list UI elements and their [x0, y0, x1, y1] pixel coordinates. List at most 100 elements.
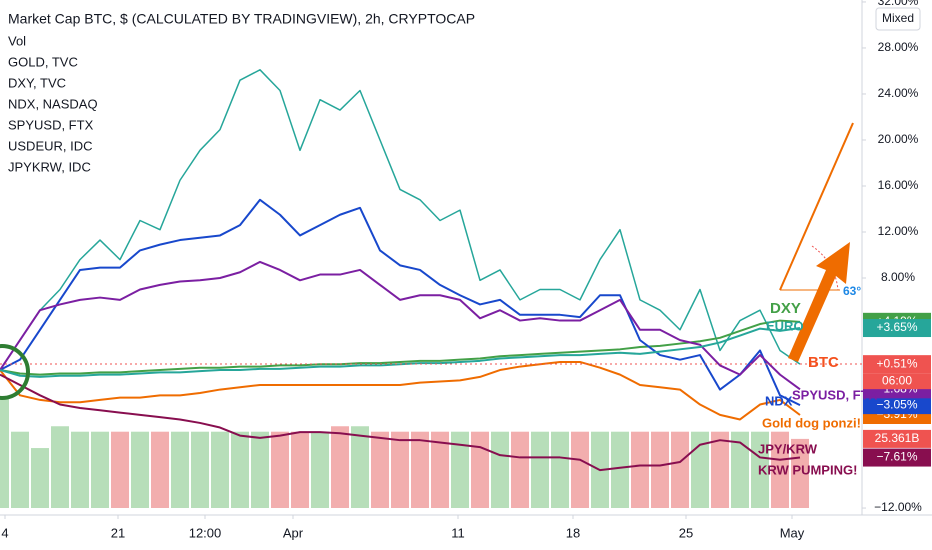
series-price-label-text: −3.05%	[876, 397, 917, 411]
x-tick-label: 25	[679, 525, 693, 540]
volume-bar	[731, 431, 749, 508]
annotation: EURO	[766, 318, 804, 333]
annotation: SPYUSD, FTX	[792, 387, 878, 402]
series-line	[0, 373, 801, 472]
legend-entry: Vol	[8, 33, 26, 48]
volume-bar	[771, 431, 789, 508]
volume-bar	[571, 431, 589, 508]
series-line	[0, 198, 801, 407]
series-price-label	[863, 448, 931, 467]
annotation: DXY	[770, 300, 801, 317]
series-line	[0, 319, 801, 376]
volume-bar	[631, 431, 649, 508]
volume-bar	[0, 399, 9, 508]
countdown: 06:00	[882, 373, 912, 387]
annotation: BTC	[808, 354, 839, 371]
volume-label	[863, 429, 931, 448]
x-tick-label: 12:00	[189, 525, 222, 540]
price-labels: −3.91%+4.19%−3.05%−1.68%+3.65%−7.61%+0.5…	[863, 312, 931, 467]
volume-bar	[391, 431, 409, 508]
y-tick-label: −12.00%	[874, 500, 922, 514]
chart-title: Market Cap BTC, $ (CALCULATED BY TRADING…	[8, 11, 475, 27]
volume-bar	[671, 431, 689, 508]
volume-bar	[191, 431, 209, 508]
plot	[0, 69, 801, 472]
series-price-label-text: −7.61%	[876, 450, 917, 464]
scale-mode-label[interactable]: Mixed	[882, 11, 914, 25]
angle-arc	[811, 245, 839, 291]
volume-bar	[131, 431, 149, 508]
volume-bar	[791, 438, 809, 508]
series-line	[0, 360, 801, 421]
btc-line	[0, 69, 801, 371]
volume-bar	[211, 431, 229, 508]
annotation: 63°	[843, 284, 861, 298]
volume-bar	[311, 431, 329, 508]
legend: Market Cap BTC, $ (CALCULATED BY TRADING…	[8, 11, 475, 175]
circle-drawing	[0, 344, 30, 400]
legend-entry: NDX, NASDAQ	[8, 96, 98, 111]
series-line	[0, 260, 801, 391]
volume-bar	[271, 431, 289, 508]
x-tick-label: 4	[1, 525, 8, 540]
x-tick-label: 18	[566, 525, 580, 540]
volume-bar	[371, 431, 389, 508]
volume-bar	[351, 426, 369, 508]
y-tick-label: 16.00%	[878, 178, 919, 192]
x-tick-label: 21	[111, 525, 125, 540]
series-price-label-text: +3.65%	[876, 320, 917, 334]
legend-entry: SPYUSD, FTX	[8, 117, 94, 132]
volume-bar	[291, 431, 309, 508]
btc-price-label-text: +0.51%	[876, 356, 917, 370]
volume-bar	[11, 431, 29, 508]
volume-bar	[411, 431, 429, 508]
y-tick-label: 32.00%	[878, 0, 919, 8]
volume-bar	[711, 431, 729, 508]
legend-entry: JPYKRW, IDC	[8, 159, 91, 174]
volume-bar	[751, 431, 769, 508]
annotation: KRW PUMPING!	[758, 462, 857, 477]
volume-bar	[171, 431, 189, 508]
volume-bar	[51, 426, 69, 508]
volume-bar	[531, 431, 549, 508]
series-price-label	[863, 396, 931, 415]
volume-bar	[691, 431, 709, 508]
y-tick-label: 24.00%	[878, 86, 919, 100]
volume-bar	[491, 431, 509, 508]
volume-bar	[471, 431, 489, 508]
annotation: NDX	[765, 393, 793, 408]
y-tick-label: 12.00%	[878, 224, 919, 238]
volume-label-text: 25.361B	[875, 431, 920, 445]
volume-bar	[91, 431, 109, 508]
axes: 32.00% 28.00% 24.00% 20.00% 16.00% 12.00% 8.00…	[1, 0, 922, 540]
annotation: Gold dog ponzi!	[762, 415, 861, 430]
volume-pane	[0, 399, 809, 508]
volume-bar	[511, 431, 529, 508]
x-tick-label: May	[780, 525, 805, 540]
y-tick-label: 8.00%	[881, 270, 915, 284]
x-tick-label: Apr	[283, 525, 304, 540]
x-tick-label: 11	[451, 525, 465, 540]
arrow-drawing	[788, 242, 850, 362]
legend-entry: USDEUR, IDC	[8, 138, 93, 153]
volume-bar	[451, 431, 469, 508]
volume-bar	[651, 431, 669, 508]
volume-bar	[151, 431, 169, 508]
y-tick-label: 28.00%	[878, 40, 919, 54]
volume-bar	[251, 431, 269, 508]
series-price-label	[863, 319, 931, 338]
volume-bar	[331, 426, 349, 508]
trend-line	[779, 122, 854, 291]
volume-bar	[71, 431, 89, 508]
y-tick-label: 20.00%	[878, 132, 919, 146]
countdown-box	[863, 373, 931, 390]
volume-bar	[111, 431, 129, 508]
volume-bar	[551, 431, 569, 508]
legend-entry: DXY, TVC	[8, 75, 66, 90]
volume-bar	[431, 431, 449, 508]
volume-bar	[31, 448, 49, 508]
annotation: JPY/KRW	[758, 441, 818, 456]
legend-entry: GOLD, TVC	[8, 54, 78, 69]
scale-mode[interactable]	[875, 7, 921, 31]
